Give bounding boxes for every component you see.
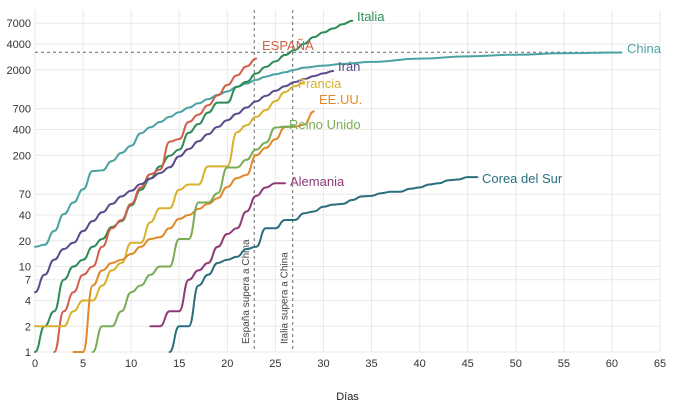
- x-axis-title: Días: [336, 391, 359, 403]
- reference-line-label: España supera a China: [241, 239, 252, 344]
- x-tick-label: 45: [462, 358, 474, 370]
- x-tick-label: 15: [173, 358, 185, 370]
- series-label-francia: Francia: [298, 76, 342, 91]
- x-tick-label: 5: [80, 358, 86, 370]
- series-label-reino-unido: Reino Unido: [289, 117, 361, 132]
- reference-line-label: Italia supera a China: [280, 252, 291, 344]
- series-line-espana: [53, 57, 258, 353]
- series-line-alemania: [149, 182, 286, 328]
- y-tick-label: 7000: [7, 18, 31, 30]
- series-label-china: China: [627, 41, 662, 56]
- series-layer: [34, 19, 623, 353]
- series-line-china: [34, 51, 623, 248]
- y-tick-label: 400: [13, 125, 31, 137]
- y-tick-label: 2000: [7, 65, 31, 77]
- y-tick-label: 700: [13, 104, 31, 116]
- y-tick-label: 2: [25, 321, 31, 333]
- series-label-corea-del-sur: Corea del Sur: [482, 171, 563, 186]
- x-tick-label: 30: [317, 358, 329, 370]
- y-tick-label: 1: [25, 347, 31, 359]
- series-label-italia: Italia: [357, 9, 385, 24]
- y-tick-label: 200: [13, 150, 31, 162]
- series-line-iran: [34, 70, 335, 294]
- x-tick-label: 10: [125, 358, 137, 370]
- series-line-ee-uu: [72, 110, 315, 353]
- series-label-iran: Irán: [338, 59, 360, 74]
- grid-layer: [34, 10, 661, 353]
- x-tick-label: 20: [221, 358, 233, 370]
- x-tick-label: 60: [606, 358, 618, 370]
- series-label-espana: ESPAÑA: [262, 38, 314, 53]
- x-tick-label: 35: [365, 358, 377, 370]
- series-label-alemania: Alemania: [290, 174, 345, 189]
- series-label-ee-uu: EE.UU.: [319, 92, 362, 107]
- y-tick-label: 20: [19, 236, 31, 248]
- y-tick-label: 70: [19, 189, 31, 201]
- y-tick-label: 10: [19, 262, 31, 274]
- x-tick-label: 0: [32, 358, 38, 370]
- x-tick-label: 50: [510, 358, 522, 370]
- tick-labels: 0 5 10 15 20 25 30 35 40 45 50 55 60 6512471020407020…: [7, 18, 667, 370]
- x-tick-label: 40: [413, 358, 425, 370]
- y-tick-label: 4: [25, 296, 31, 308]
- y-tick-label: 4000: [7, 39, 31, 51]
- y-tick-label: 7: [25, 275, 31, 287]
- x-tick-label: 55: [558, 358, 570, 370]
- series-line-italia: [34, 19, 354, 353]
- x-tick-label: 65: [654, 358, 666, 370]
- x-tick-label: 25: [269, 358, 281, 370]
- series-line-corea-del-sur: [168, 176, 479, 353]
- series-line-francia: [34, 81, 306, 328]
- reference-lines: España supera a China Italia supera a Chi…: [35, 10, 620, 352]
- series-line-reino-unido: [91, 125, 296, 353]
- y-tick-label: 40: [19, 210, 31, 222]
